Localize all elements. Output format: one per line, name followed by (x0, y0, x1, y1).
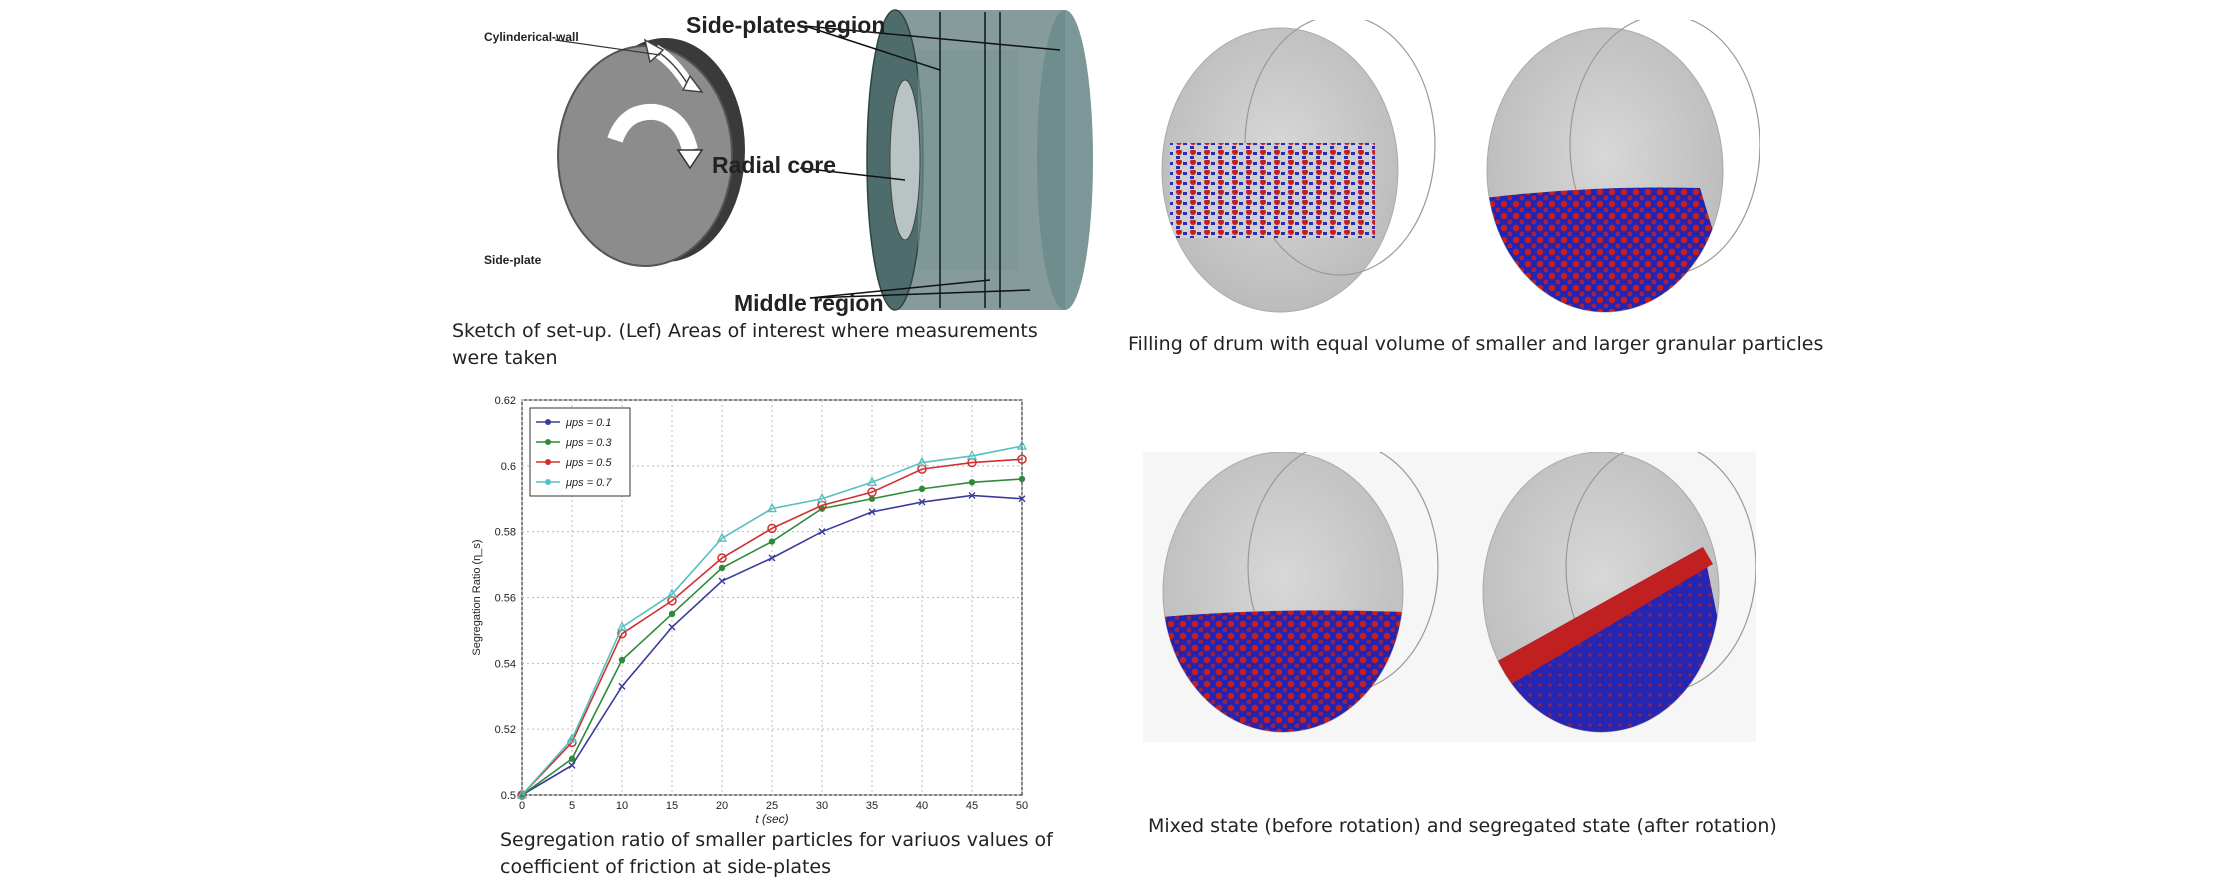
data-point (766, 502, 778, 513)
data-point (1018, 495, 1026, 503)
x-tick-label: 20 (716, 800, 728, 812)
data-point (868, 495, 876, 502)
data-point (568, 755, 576, 762)
data-point (618, 682, 626, 690)
x-tick-label: 5 (569, 800, 575, 812)
data-point (718, 564, 726, 572)
legend-entry: μps = 0.1 (565, 417, 611, 429)
y-tick-label: 0.58 (495, 527, 516, 539)
x-tick-label: 40 (916, 800, 928, 812)
y-tick-label: 0.6 (501, 461, 516, 473)
mixed-caption: Mixed state (before rotation) and segreg… (1148, 815, 1777, 837)
y-tick-label: 0.54 (495, 658, 516, 670)
segregation-chart-svg: 0 5 10 15 20 25 30 35 40 45 50 0.5 0.52 0.54 0.56 0.58 0… (471, 395, 1028, 826)
data-point (867, 487, 877, 497)
data-point (768, 554, 776, 562)
filling-caption: Filling of drum with equal volume of sma… (1128, 333, 1824, 355)
setup-sketch-figure (450, 0, 1110, 320)
x-tick-label: 0 (519, 800, 525, 812)
data-point (768, 538, 776, 545)
data-point (616, 621, 628, 631)
legend-marker (545, 459, 551, 465)
data-point (716, 532, 728, 542)
x-axis-label: t (sec) (755, 812, 788, 826)
data-point (516, 789, 528, 799)
data-point (868, 508, 876, 516)
chart-caption-line1: Segregation ratio of smaller particles f… (500, 829, 1053, 851)
legend-entry: μps = 0.5 (565, 457, 612, 469)
data-point (968, 491, 976, 499)
y-tick-label: 0.5 (501, 790, 516, 802)
sketch-caption-line1: Sketch of set-up. (Lef) Areas of interes… (452, 320, 1038, 342)
y-axis-label: Segregation Ratio (η_s) (471, 539, 483, 655)
label-middle-region: Middle region (734, 290, 884, 316)
label-side-plate: Side-plate (484, 253, 542, 267)
x-tick-label: 30 (816, 800, 828, 812)
sketch-caption-line2: were taken (452, 347, 558, 369)
data-point (1018, 475, 1026, 483)
y-tick-label: 0.62 (495, 395, 516, 407)
y-tick-label: 0.56 (495, 593, 516, 605)
legend-marker (545, 419, 551, 425)
data-point (918, 485, 926, 493)
data-point (717, 553, 727, 563)
data-point (1016, 440, 1028, 450)
sketch-caption: Sketch of set-up. (Lef) Areas of interes… (452, 318, 1072, 372)
data-point (668, 610, 676, 618)
data-point (566, 733, 578, 743)
y-tick-label: 0.52 (495, 724, 516, 736)
label-cylinderical-wall: Cylinderical-wall (484, 30, 579, 44)
mixed-segregated-figure (1143, 441, 1757, 742)
data-point (818, 528, 826, 536)
segregation-chart: 0 5 10 15 20 25 30 35 40 45 50 0.5 0.52 0.54 0.56 0.58 0… (460, 385, 1040, 835)
x-tick-label: 50 (1016, 800, 1028, 812)
legend-marker (545, 439, 551, 445)
data-point (918, 498, 926, 506)
label-radial-core: Radial core (712, 152, 836, 178)
filling-drums-figure (1140, 14, 1761, 320)
data-point (767, 523, 777, 534)
data-point (1017, 454, 1027, 464)
chart-caption: Segregation ratio of smaller particles f… (500, 827, 1120, 881)
x-tick-label: 45 (966, 800, 978, 812)
mixed-segregated-graphic (1143, 441, 1757, 742)
legend-entry: μps = 0.7 (565, 477, 612, 489)
legend-marker (545, 479, 551, 485)
data-point (968, 479, 976, 486)
data-point (816, 492, 828, 503)
data-point (916, 456, 928, 467)
filling-drums-graphic (1161, 14, 1761, 313)
x-tick-label: 10 (616, 800, 628, 812)
series-line (521, 445, 1023, 796)
data-point (666, 588, 678, 598)
x-tick-label: 25 (766, 800, 778, 812)
data-point (568, 761, 576, 769)
data-point (966, 450, 978, 460)
data-point (618, 656, 626, 664)
data-point (718, 577, 726, 585)
series-line (521, 458, 1023, 796)
setup-sketch-graphic (554, 9, 1093, 311)
data-point (668, 623, 676, 631)
x-tick-label: 15 (666, 800, 678, 812)
label-side-plates-region: Side-plates region (686, 12, 886, 38)
legend-entry: μps = 0.3 (565, 437, 612, 449)
x-tick-label: 35 (866, 800, 878, 812)
data-point (866, 476, 878, 486)
chart-caption-line2: coefficient of friction at side-plates (500, 856, 832, 878)
